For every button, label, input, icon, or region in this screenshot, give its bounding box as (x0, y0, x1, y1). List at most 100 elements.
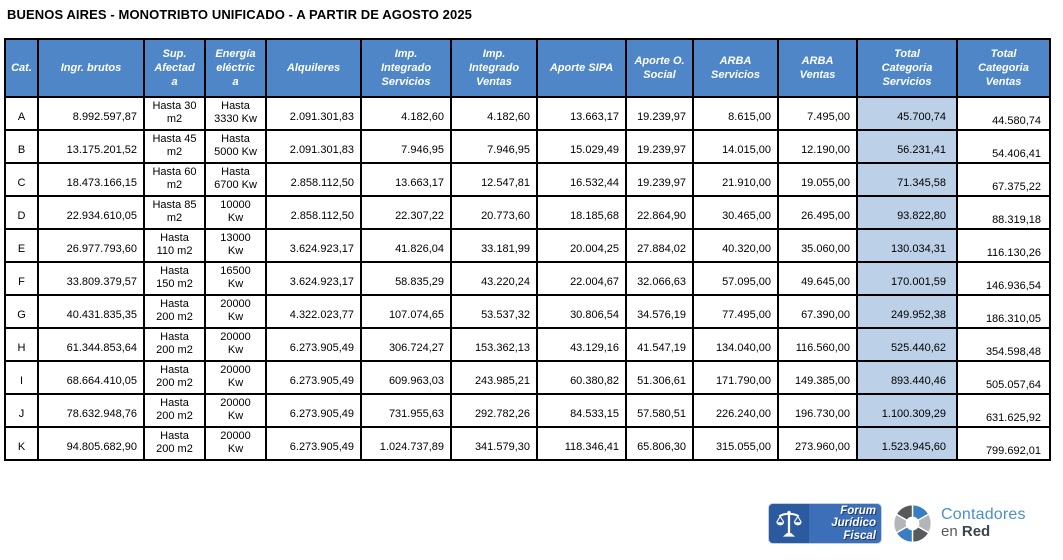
cell-arba-servicios: 315.055,00 (692, 426, 779, 461)
cell-imp-integrado-servicios: 4.182,60 (360, 96, 452, 131)
table-row: H 61.344.853,64 Hasta 200 m2 20000 Kw 6.273.… (4, 327, 1051, 362)
column-header-cat: Cat. (4, 38, 39, 98)
cell-cat: G (4, 294, 39, 329)
cell-alquileres: 3.624.923,17 (265, 261, 362, 296)
cell-cat: J (4, 393, 39, 428)
cell-imp-integrado-ventas: 243.985,21 (450, 360, 538, 395)
contadores-en-text: en (941, 523, 962, 541)
cell-total-categoria-servicios: 56.231,41 (856, 129, 958, 164)
cell-total-categoria-servicios: 170.001,59 (856, 261, 958, 296)
cell-total-categoria-servicios: 249.952,38 (856, 294, 958, 329)
cell-arba-servicios: 171.790,00 (692, 360, 779, 395)
cell-ingr-brutos: 94.805.682,90 (37, 426, 145, 461)
cell-aporte-o-social: 32.066,63 (625, 261, 694, 296)
contadores-logo-line1: Contadores (941, 506, 1026, 524)
forum-logo-text: Forum Jurídico Fiscal (809, 504, 881, 543)
cell-energia-electrica: 20000 Kw (204, 360, 267, 395)
cell-cat: B (4, 129, 39, 164)
cell-alquileres: 4.322.023,77 (265, 294, 362, 329)
cell-energia-electrica: 20000 Kw (204, 393, 267, 428)
cell-imp-integrado-servicios: 1.024.737,89 (360, 426, 452, 461)
cell-aporte-sipa: 20.004,25 (536, 228, 627, 263)
cell-imp-integrado-servicios: 306.724,27 (360, 327, 452, 362)
cell-imp-integrado-servicios: 609.963,03 (360, 360, 452, 395)
cell-total-categoria-servicios: 45.700,74 (856, 96, 958, 131)
cell-energia-electrica: 13000 Kw (204, 228, 267, 263)
cell-energia-electrica: 20000 Kw (204, 294, 267, 329)
cell-total-categoria-ventas: 505.057,64 (956, 360, 1051, 395)
cell-imp-integrado-ventas: 43.220,24 (450, 261, 538, 296)
cell-energia-electrica: 16500 Kw (204, 261, 267, 296)
cell-cat: C (4, 162, 39, 197)
cell-alquileres: 6.273.905,49 (265, 393, 362, 428)
cell-imp-integrado-servicios: 22.307,22 (360, 195, 452, 230)
table-row: E 26.977.793,60 Hasta 110 m2 13000 Kw 3.624.… (4, 228, 1051, 263)
cell-arba-ventas: 19.055,00 (777, 162, 858, 197)
table-row: J 78.632.948,76 Hasta 200 m2 20000 Kw 6.273.… (4, 393, 1051, 428)
cell-alquileres: 6.273.905,49 (265, 327, 362, 362)
cell-ingr-brutos: 26.977.793,60 (37, 228, 145, 263)
cell-imp-integrado-ventas: 12.547,81 (450, 162, 538, 197)
cell-arba-servicios: 40.320,00 (692, 228, 779, 263)
column-header-alquileres: Alquileres (265, 38, 362, 98)
cell-imp-integrado-servicios: 7.946,95 (360, 129, 452, 164)
cell-sup-afectada: Hasta 30 m2 (143, 96, 206, 131)
cell-arba-servicios: 14.015,00 (692, 129, 779, 164)
cell-aporte-sipa: 13.663,17 (536, 96, 627, 131)
cell-cat: A (4, 96, 39, 131)
cell-total-categoria-servicios: 93.822,80 (856, 195, 958, 230)
cell-aporte-o-social: 19.239,97 (625, 129, 694, 164)
cell-aporte-sipa: 15.029,49 (536, 129, 627, 164)
cell-total-categoria-ventas: 116.130,26 (956, 228, 1051, 263)
cell-alquileres: 2.091.301,83 (265, 96, 362, 131)
table-body: A 8.992.597,87 Hasta 30 m2 Hasta 3330 Kw 2.0… (4, 96, 1051, 461)
forum-juridico-fiscal-logo: Forum Jurídico Fiscal (769, 504, 881, 543)
cell-sup-afectada: Hasta 85 m2 (143, 195, 206, 230)
cell-total-categoria-servicios: 1.100.309,29 (856, 393, 958, 428)
cell-imp-integrado-servicios: 107.074,65 (360, 294, 452, 329)
cell-cat: F (4, 261, 39, 296)
cell-energia-electrica: Hasta 6700 Kw (204, 162, 267, 197)
cell-ingr-brutos: 68.664.410,05 (37, 360, 145, 395)
column-header-total-categoria-servicios: Total Categoria Servicios (856, 38, 958, 98)
cell-energia-electrica: 10000 Kw (204, 195, 267, 230)
cell-total-categoria-ventas: 354.598,48 (956, 327, 1051, 362)
shutter-icon (893, 504, 932, 543)
column-header-arba-servicios: ARBA Servicios (692, 38, 779, 98)
table-row: F 33.809.379,57 Hasta 150 m2 16500 Kw 3.624.… (4, 261, 1051, 296)
cell-aporte-o-social: 27.884,02 (625, 228, 694, 263)
cell-energia-electrica: Hasta 3330 Kw (204, 96, 267, 131)
column-header-aporte-sipa: Aporte SIPA (536, 38, 627, 98)
cell-imp-integrado-ventas: 292.782,26 (450, 393, 538, 428)
cell-total-categoria-servicios: 130.034,31 (856, 228, 958, 263)
cell-arba-ventas: 116.560,00 (777, 327, 858, 362)
cell-arba-servicios: 8.615,00 (692, 96, 779, 131)
cell-total-categoria-servicios: 893.440,46 (856, 360, 958, 395)
cell-sup-afectada: Hasta 200 m2 (143, 426, 206, 461)
cell-energia-electrica: Hasta 5000 Kw (204, 129, 267, 164)
cell-sup-afectada: Hasta 60 m2 (143, 162, 206, 197)
cell-imp-integrado-servicios: 13.663,17 (360, 162, 452, 197)
column-header-imp-integrado-ventas: Imp. Integrado Ventas (450, 38, 538, 98)
contadores-logo-line2: en Red (941, 524, 1026, 540)
page-title: BUENOS AIRES - MONOTRIBTO UNIFICADO - A … (7, 7, 472, 22)
cell-aporte-o-social: 57.580,51 (625, 393, 694, 428)
cell-aporte-o-social: 19.239,97 (625, 96, 694, 131)
cell-alquileres: 3.624.923,17 (265, 228, 362, 263)
cell-aporte-o-social: 41.547,19 (625, 327, 694, 362)
cell-total-categoria-ventas: 631.625,92 (956, 393, 1051, 428)
table-row: B 13.175.201,52 Hasta 45 m2 Hasta 5000 Kw 2.… (4, 129, 1051, 164)
cell-aporte-o-social: 22.864,90 (625, 195, 694, 230)
column-header-total-categoria-ventas: Total Categoria Ventas (956, 38, 1051, 98)
cell-imp-integrado-ventas: 33.181,99 (450, 228, 538, 263)
cell-total-categoria-ventas: 88.319,18 (956, 195, 1051, 230)
cell-aporte-o-social: 65.806,30 (625, 426, 694, 461)
cell-arba-ventas: 149.385,00 (777, 360, 858, 395)
cell-aporte-sipa: 18.185,68 (536, 195, 627, 230)
column-header-imp-integrado-servicios: Imp. Integrado Servicios (360, 38, 452, 98)
cell-aporte-o-social: 34.576,19 (625, 294, 694, 329)
table-row: C 18.473.166,15 Hasta 60 m2 Hasta 6700 Kw 2.… (4, 162, 1051, 197)
table-row: D 22.934.610,05 Hasta 85 m2 10000 Kw 2.858.1… (4, 195, 1051, 230)
cell-imp-integrado-ventas: 341.579,30 (450, 426, 538, 461)
cell-arba-servicios: 30.465,00 (692, 195, 779, 230)
